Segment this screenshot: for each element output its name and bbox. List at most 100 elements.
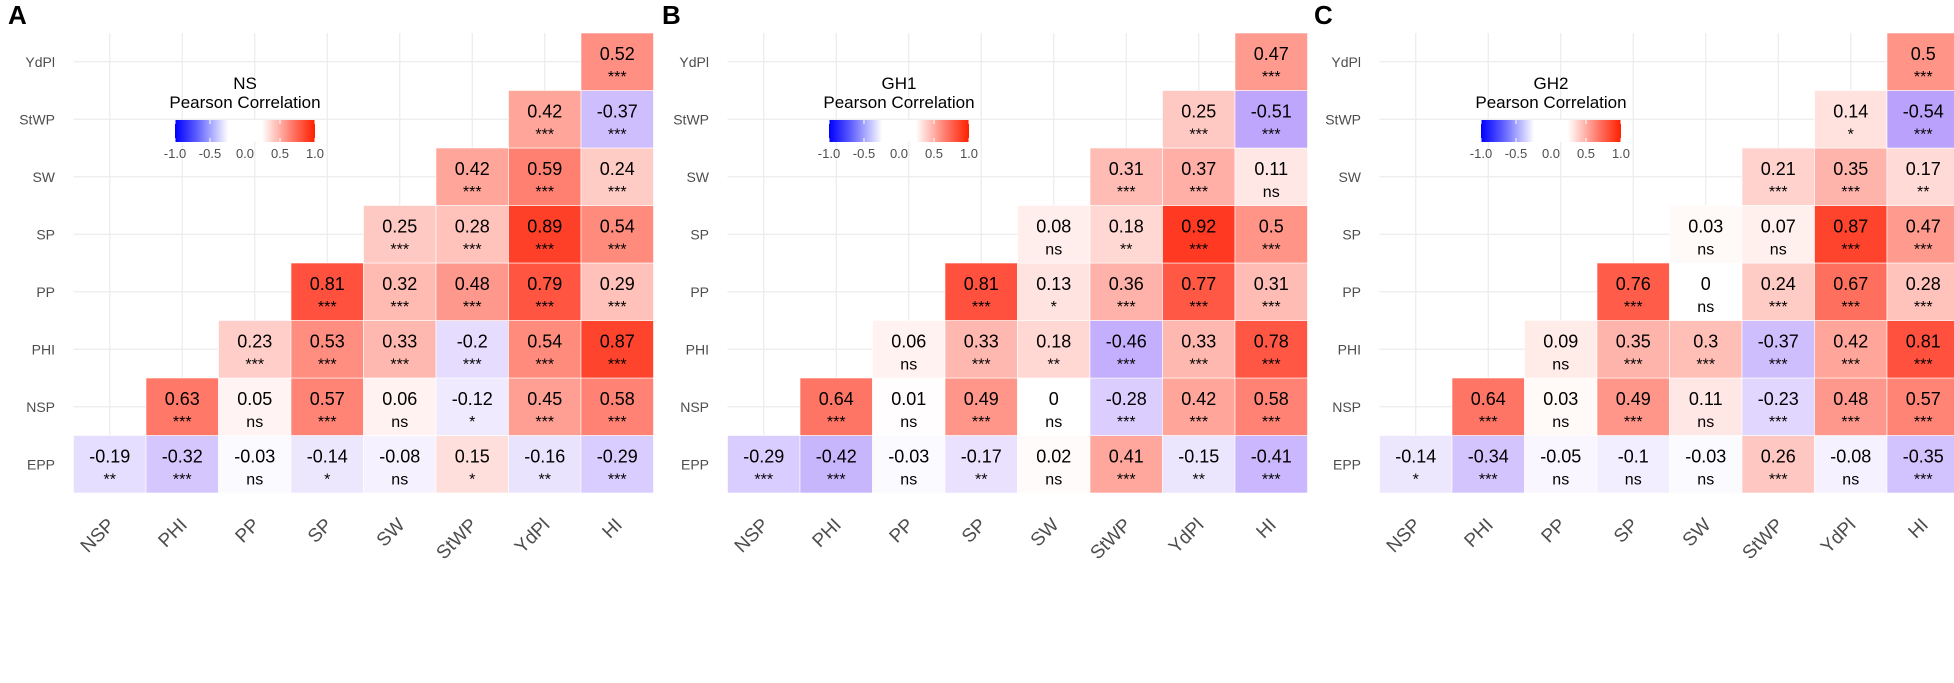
- y-tick-label: SP: [36, 226, 55, 242]
- cell-value-label: -0.08: [379, 446, 420, 466]
- heatmap-cell: [1234, 90, 1308, 149]
- heatmap-cell: [799, 377, 873, 436]
- heatmap-cell: [1669, 435, 1743, 494]
- y-tick-label: PHI: [32, 341, 55, 357]
- cell-value-label: 0.37: [1181, 159, 1216, 179]
- heatmap-cell: [290, 377, 364, 436]
- cell-significance-label: ns: [1045, 471, 1062, 488]
- y-tick-label: SW: [32, 169, 55, 185]
- heatmap-cell: [1814, 435, 1888, 494]
- cell-value-label: 0.87: [600, 331, 635, 351]
- heatmap-cell: [1089, 147, 1163, 206]
- heatmap-cell: [1089, 320, 1163, 379]
- cell-value-label: -0.28: [1106, 389, 1147, 409]
- legend-color-bar: [829, 120, 969, 142]
- legend-tick-label: -1.0: [164, 146, 186, 161]
- heatmap-cell: [1669, 320, 1743, 379]
- cell-significance-label: ***: [1914, 69, 1933, 86]
- x-tick-label: PHI: [155, 515, 192, 552]
- y-tick-label: EPP: [27, 456, 55, 472]
- heatmap-cell: [1886, 377, 1954, 436]
- cell-significance-label: ***: [1117, 414, 1136, 431]
- cell-value-label: 0.52: [600, 44, 635, 64]
- heatmap-cell: [727, 435, 801, 494]
- cell-significance-label: ***: [1189, 184, 1208, 201]
- x-tick-label: PP: [886, 515, 919, 548]
- cell-value-label: 0.53: [310, 331, 345, 351]
- y-tick-label: PP: [36, 284, 55, 300]
- heatmap-cell: [1669, 205, 1743, 264]
- cell-value-label: -0.51: [1251, 101, 1292, 121]
- legend-tick-label: -1.0: [818, 146, 840, 161]
- cell-significance-label: ***: [535, 414, 554, 431]
- cell-significance-label: *: [1051, 299, 1057, 316]
- cell-significance-label: ***: [1624, 299, 1643, 316]
- cell-significance-label: ***: [608, 184, 627, 201]
- legend-tick-label: -0.5: [1505, 146, 1527, 161]
- cell-value-label: 0.31: [1254, 274, 1289, 294]
- cell-significance-label: ***: [463, 356, 482, 373]
- heatmap-cell: [1234, 147, 1308, 206]
- cell-significance-label: ***: [1262, 241, 1281, 258]
- heatmap-cell: [1524, 435, 1598, 494]
- cell-significance-label: ***: [1769, 356, 1788, 373]
- heatmap-cell: [508, 147, 582, 206]
- cell-value-label: -0.2: [457, 331, 488, 351]
- heatmap-cell: [1741, 147, 1815, 206]
- cell-value-label: 0.33: [382, 331, 417, 351]
- heatmap-cell: [580, 90, 654, 149]
- cell-value-label: -0.03: [1685, 446, 1726, 466]
- cell-value-label: -0.15: [1178, 446, 1219, 466]
- cell-value-label: 0.03: [1543, 389, 1578, 409]
- heatmap-cell: [1234, 435, 1308, 494]
- heatmap-cell: [1089, 205, 1163, 264]
- cell-significance-label: ***: [535, 126, 554, 143]
- cell-value-label: 0.28: [455, 216, 490, 236]
- legend-tick-label: 1.0: [960, 146, 978, 161]
- heatmap-cell: [580, 320, 654, 379]
- heatmap-cell: [1089, 377, 1163, 436]
- legend-color-bar: [1481, 120, 1621, 142]
- cell-value-label: 0.58: [1254, 389, 1289, 409]
- cell-value-label: 0.21: [1761, 159, 1796, 179]
- heatmap-cell: [1162, 90, 1236, 149]
- x-tick-label: NSP: [1383, 515, 1425, 557]
- cell-significance-label: ***: [1262, 299, 1281, 316]
- cell-value-label: 0.47: [1254, 44, 1289, 64]
- x-tick-label: PHI: [1461, 515, 1498, 552]
- heatmap-cell: [1451, 435, 1525, 494]
- cell-value-label: 0.11: [1689, 389, 1723, 409]
- cell-value-label: 0.48: [455, 274, 490, 294]
- y-tick-label: StWP: [19, 111, 55, 127]
- x-tick-label: StWP: [433, 515, 482, 564]
- panel-letter: A: [8, 0, 27, 30]
- cell-value-label: -0.16: [524, 446, 565, 466]
- cell-significance-label: ***: [1262, 471, 1281, 488]
- cell-value-label: 0.59: [527, 159, 562, 179]
- x-tick-label: SW: [1027, 515, 1064, 552]
- cell-value-label: -0.1: [1618, 446, 1649, 466]
- cell-significance-label: ***: [1189, 299, 1208, 316]
- cell-significance-label: ***: [390, 356, 409, 373]
- heatmap-cell: [508, 320, 582, 379]
- cell-value-label: 0.11: [1254, 159, 1288, 179]
- legend-tick-label: -0.5: [199, 146, 221, 161]
- heatmap-cell: [1162, 205, 1236, 264]
- heatmap-cell: [580, 32, 654, 91]
- heatmap-cell: [1886, 90, 1954, 149]
- cell-significance-label: *: [324, 471, 330, 488]
- heatmap-cell: [1017, 262, 1091, 321]
- cell-value-label: 0.07: [1761, 216, 1796, 236]
- cell-value-label: 0.18: [1109, 216, 1144, 236]
- cell-significance-label: **: [975, 471, 987, 488]
- cell-value-label: 0.03: [1688, 216, 1723, 236]
- y-tick-label: SW: [686, 169, 709, 185]
- heatmap-cell: [145, 435, 219, 494]
- cell-significance-label: ***: [608, 414, 627, 431]
- legend-tick-label: 0.5: [925, 146, 943, 161]
- cell-significance-label: ***: [535, 299, 554, 316]
- cell-value-label: 0.09: [1543, 331, 1578, 351]
